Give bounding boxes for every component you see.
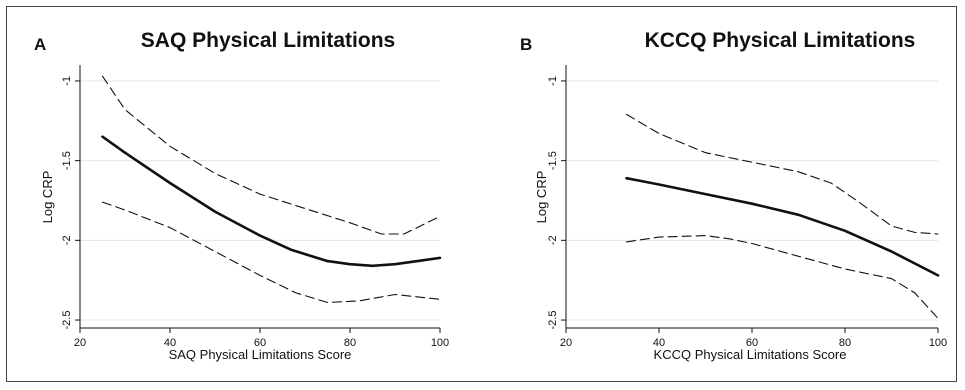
panel-a-y-tick-label: -1.5 bbox=[61, 151, 73, 170]
panel-a-title: SAQ Physical Limitations bbox=[141, 29, 395, 52]
panel-b-x-tick-label: 100 bbox=[929, 337, 947, 349]
panel-a-y-axis-label: Log CRP bbox=[40, 171, 55, 224]
panel-b-y-tick-label: -2.5 bbox=[547, 311, 559, 330]
panel-b-y-tick-label: -1 bbox=[547, 76, 559, 86]
panel-b: B KCCQ Physical Limitations 20 40 60 80 100 -… bbox=[520, 29, 947, 362]
panel-b-y-tick-label: -2 bbox=[547, 235, 559, 245]
panel-b-y-axis-label: Log CRP bbox=[534, 171, 549, 224]
panel-a: A SAQ Physical Limitations 20 40 60 80 100 -1… bbox=[34, 29, 449, 362]
panel-b-x-axis-label: KCCQ Physical Limitations Score bbox=[654, 347, 847, 362]
panel-b-fit-line bbox=[625, 176, 940, 277]
panel-b-lower-line bbox=[625, 235, 939, 319]
panel-a-letter: A bbox=[34, 35, 46, 54]
panel-b-x-tick-label: 80 bbox=[839, 337, 851, 349]
panel-a-y-tick-label: -2 bbox=[61, 235, 73, 245]
panel-b-x-tick-label: 40 bbox=[653, 337, 665, 349]
panel-b-plot: 20 40 60 80 100 -1 -1.5 -2 -2.5 bbox=[547, 65, 947, 349]
panel-a-x-tick-label: 100 bbox=[431, 337, 449, 349]
panel-a-upper-line bbox=[101, 75, 441, 235]
panel-a-lower-line bbox=[101, 201, 441, 304]
panel-a-x-axis-label: SAQ Physical Limitations Score bbox=[169, 347, 352, 362]
panel-a-fit-line bbox=[101, 135, 442, 268]
panel-a-y-tick-label: -2.5 bbox=[61, 311, 73, 330]
panel-b-y-tick-label: -1.5 bbox=[547, 151, 559, 170]
panel-b-upper-line bbox=[625, 113, 939, 235]
panel-b-title: KCCQ Physical Limitations bbox=[645, 29, 916, 52]
panel-b-x-tick-label: 60 bbox=[746, 337, 758, 349]
panel-a-x-tick-label: 20 bbox=[74, 337, 86, 349]
panel-b-letter: B bbox=[520, 35, 532, 54]
panel-a-y-tick-label: -1 bbox=[61, 76, 73, 86]
panel-b-x-tick-label: 20 bbox=[560, 337, 572, 349]
panel-a-x-tick-label: 40 bbox=[164, 337, 176, 349]
panel-a-x-tick-label: 80 bbox=[344, 337, 356, 349]
panel-a-x-tick-label: 60 bbox=[254, 337, 266, 349]
figure-frame bbox=[6, 6, 957, 382]
panel-a-plot: 20 40 60 80 100 -1 -1.5 -2 -2.5 bbox=[61, 65, 449, 349]
